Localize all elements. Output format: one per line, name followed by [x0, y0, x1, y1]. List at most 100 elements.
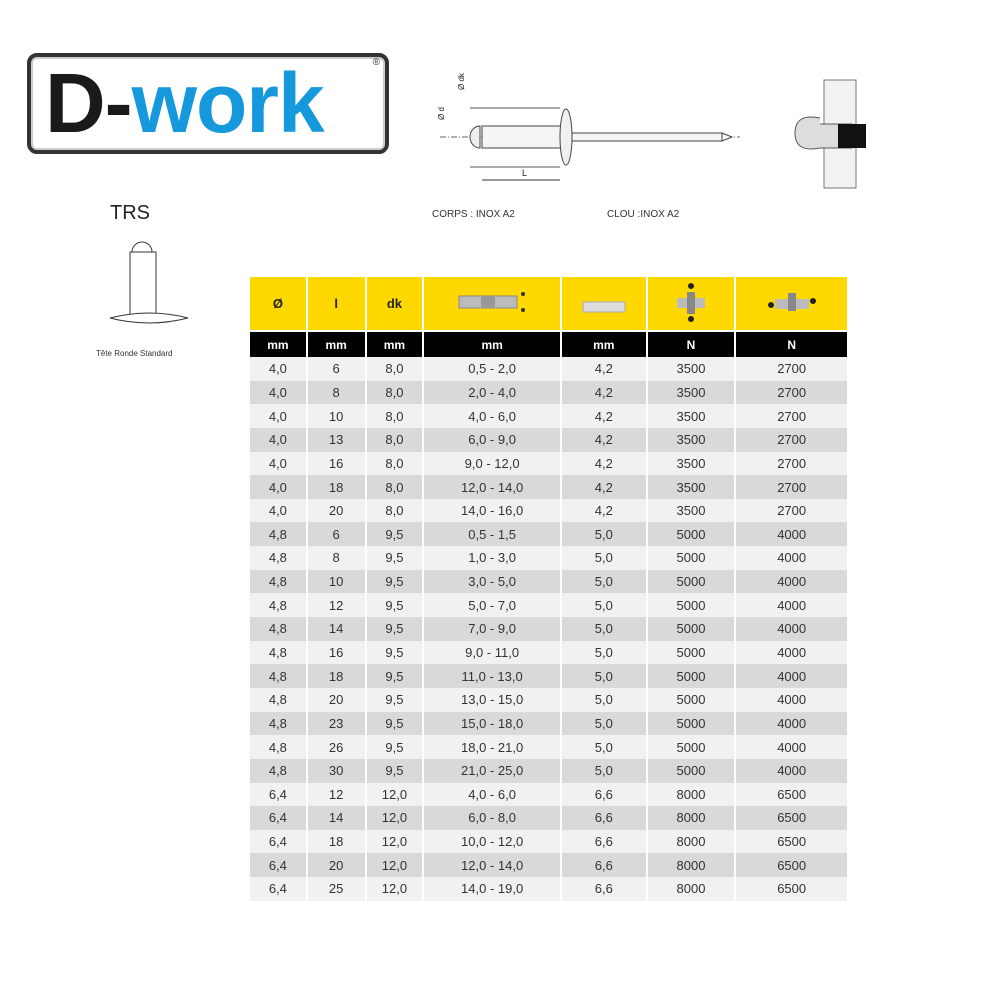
table-cell: 9,5: [364, 735, 425, 759]
table-cell: 21,0 - 25,0: [422, 758, 562, 783]
table-cell: 16: [305, 451, 367, 476]
table-cell: 9,5: [364, 687, 425, 712]
table-cell: 8: [305, 380, 367, 405]
table-cell: 4,0: [248, 451, 308, 476]
table-cell: 4,2: [559, 357, 648, 381]
units-row: mm mm mm mm mm N N: [248, 330, 849, 357]
table-cell: 4000: [734, 711, 849, 736]
table-cell: 2,0 - 4,0: [422, 380, 562, 405]
table-cell: 8,0: [364, 475, 425, 499]
unit-cell: mm: [559, 330, 648, 357]
table-row: 4,8 10 9,5 3,0 - 5,0 5,0 5000 4000: [248, 569, 849, 594]
table-cell: 4000: [734, 758, 849, 783]
table-cell: 18: [305, 829, 367, 854]
table-cell: 18: [305, 475, 367, 499]
table-cell: 4000: [734, 687, 849, 712]
table-cell: 4,8: [248, 758, 308, 783]
table-cell: 9,5: [364, 664, 425, 688]
table-cell: 20: [305, 687, 367, 712]
table-cell: 13,0 - 15,0: [422, 687, 562, 712]
table-row: 4,0 8 8,0 2,0 - 4,0 4,2 3500 2700: [248, 380, 849, 405]
table-cell: 9,5: [364, 711, 425, 736]
table-cell: 9,5: [364, 758, 425, 783]
table-cell: 8000: [645, 853, 737, 878]
table-cell: 5000: [645, 640, 737, 665]
table-cell: 6: [305, 357, 367, 381]
table-cell: 6,6: [559, 782, 648, 807]
table-cell: 2700: [734, 427, 849, 452]
table-cell: 5000: [645, 569, 737, 594]
table-cell: 6,4: [248, 806, 308, 830]
product-code: TRS: [110, 202, 150, 224]
diameter-label: Ø d: [437, 107, 446, 120]
table-cell: 5000: [645, 735, 737, 759]
table-row: 4,8 30 9,5 21,0 - 25,0 5,0 5000 4000: [248, 758, 849, 783]
table-cell: 3500: [645, 427, 737, 452]
table-cell: 6,4: [248, 829, 308, 854]
table-row: 4,8 6 9,5 0,5 - 1,5 5,0 5000 4000: [248, 522, 849, 547]
rivet-spec-table: Ø l dk mm mm mm mm mm N N 4,0 6 8,0 0,5 - 2,0 4,2 3…: [248, 277, 849, 901]
table-cell: 12,0: [364, 877, 425, 901]
table-cell: 5000: [645, 687, 737, 712]
brand-logo: D-work ®: [27, 53, 389, 154]
table-cell: 4,8: [248, 711, 308, 736]
table-cell: 6,6: [559, 877, 648, 901]
unit-cell: mm: [305, 330, 367, 357]
table-cell: 4000: [734, 735, 849, 759]
col-diameter: Ø: [248, 277, 308, 331]
length-label: L: [522, 168, 527, 178]
unit-cell: N: [734, 330, 849, 357]
table-cell: 4,0: [248, 475, 308, 499]
head-diameter-label: Ø dk: [457, 72, 466, 90]
table-cell: 5,0 - 7,0: [422, 593, 562, 618]
table-cell: 6: [305, 522, 367, 547]
table-cell: 8,0: [364, 380, 425, 405]
table-cell: 30: [305, 758, 367, 783]
table-cell: 6,0 - 9,0: [422, 427, 562, 452]
table-cell: 5000: [645, 711, 737, 736]
table-cell: 10: [305, 569, 367, 594]
table-cell: 6500: [734, 782, 849, 807]
table-cell: 2700: [734, 357, 849, 381]
installed-rivet-icon: [794, 79, 866, 189]
table-cell: 4,8: [248, 640, 308, 665]
table-row: 4,8 23 9,5 15,0 - 18,0 5,0 5000 4000: [248, 711, 849, 736]
table-cell: 9,0 - 12,0: [422, 451, 562, 476]
table-row: 4,0 6 8,0 0,5 - 2,0 4,2 3500 2700: [248, 357, 849, 381]
table-cell: 6,4: [248, 853, 308, 878]
table-cell: 18: [305, 664, 367, 688]
table-cell: 9,0 - 11,0: [422, 640, 562, 665]
table-cell: 8: [305, 546, 367, 570]
rivet-dimension-diagram: L Ø d Ø dk: [437, 72, 740, 181]
table-cell: 2700: [734, 451, 849, 476]
round-head-rivet-icon: [109, 241, 189, 324]
col-length: l: [305, 277, 367, 331]
table-cell: 8,0: [364, 498, 425, 523]
table-cell: 8,0: [364, 451, 425, 476]
table-cell: 2700: [734, 498, 849, 523]
table-cell: 23: [305, 711, 367, 736]
table-cell: 6,0 - 8,0: [422, 806, 562, 830]
table-cell: 0,5 - 1,5: [422, 522, 562, 547]
table-cell: 4000: [734, 569, 849, 594]
table-row: 6,4 20 12,0 12,0 - 14,0 6,6 8000 6500: [248, 853, 849, 878]
table-cell: 5,0: [559, 617, 648, 641]
table-cell: 4,8: [248, 569, 308, 594]
table-cell: 6,4: [248, 877, 308, 901]
table-cell: 3,0 - 5,0: [422, 569, 562, 594]
table-cell: 4,2: [559, 475, 648, 499]
table-cell: 4,0 - 6,0: [422, 782, 562, 807]
table-cell: 3500: [645, 380, 737, 405]
table-cell: 5,0: [559, 640, 648, 665]
table-row: 4,8 20 9,5 13,0 - 15,0 5,0 5000 4000: [248, 687, 849, 712]
table-cell: 4,8: [248, 617, 308, 641]
table-row: 6,4 18 12,0 10,0 - 12,0 6,6 8000 6500: [248, 829, 849, 854]
table-cell: 3500: [645, 498, 737, 523]
table-cell: 6,6: [559, 806, 648, 830]
table-cell: 5,0: [559, 687, 648, 712]
table-cell: 9,5: [364, 569, 425, 594]
table-row: 4,8 14 9,5 7,0 - 9,0 5,0 5000 4000: [248, 617, 849, 641]
table-cell: 20: [305, 853, 367, 878]
table-cell: 5000: [645, 758, 737, 783]
table-cell: 4,8: [248, 735, 308, 759]
